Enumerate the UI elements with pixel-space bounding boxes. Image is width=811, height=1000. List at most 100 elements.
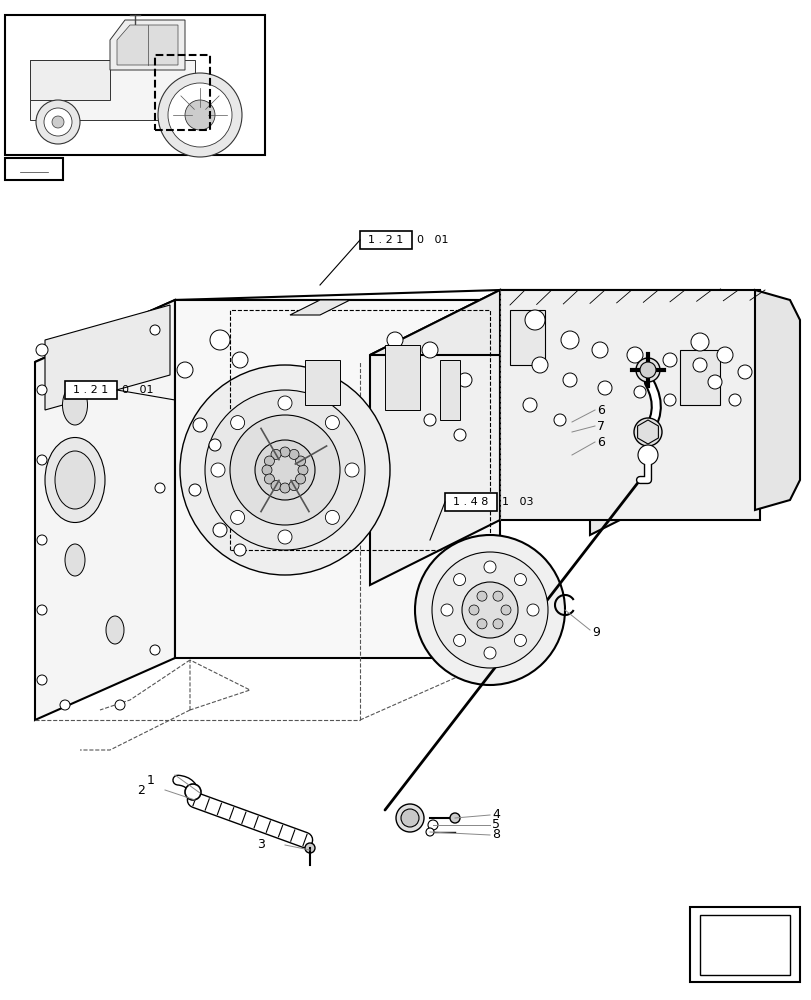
Circle shape [531, 357, 547, 373]
Text: 1 . 2 1: 1 . 2 1 [368, 235, 403, 245]
Circle shape [345, 463, 358, 477]
Circle shape [155, 483, 165, 493]
Polygon shape [754, 290, 799, 510]
Polygon shape [109, 20, 185, 70]
Circle shape [514, 634, 526, 646]
Circle shape [277, 530, 292, 544]
Circle shape [401, 809, 418, 827]
Circle shape [37, 675, 47, 685]
Circle shape [562, 373, 577, 387]
Ellipse shape [106, 616, 124, 644]
Polygon shape [679, 350, 719, 405]
Ellipse shape [65, 544, 85, 576]
Circle shape [591, 342, 607, 358]
Circle shape [37, 605, 47, 615]
Circle shape [158, 73, 242, 157]
Text: 3: 3 [257, 838, 264, 851]
Circle shape [387, 332, 402, 348]
Circle shape [115, 700, 125, 710]
Circle shape [663, 394, 676, 406]
Polygon shape [370, 290, 500, 585]
Circle shape [690, 333, 708, 351]
Polygon shape [30, 60, 195, 120]
Circle shape [639, 362, 655, 378]
Circle shape [483, 561, 496, 573]
Circle shape [526, 604, 539, 616]
Circle shape [453, 429, 466, 441]
Circle shape [492, 591, 502, 601]
Text: 8: 8 [491, 828, 500, 841]
Circle shape [325, 416, 339, 430]
Circle shape [427, 820, 437, 830]
Circle shape [150, 325, 160, 335]
Circle shape [396, 804, 423, 832]
Polygon shape [590, 290, 719, 535]
Circle shape [414, 535, 564, 685]
Circle shape [177, 362, 193, 378]
Circle shape [36, 100, 80, 144]
Bar [65, 381, 117, 399]
Text: 1 . 2 1: 1 . 2 1 [73, 385, 109, 395]
Circle shape [193, 418, 207, 432]
Circle shape [626, 347, 642, 363]
Bar [5, 158, 63, 180]
Ellipse shape [55, 451, 95, 509]
Circle shape [692, 358, 706, 372]
Text: 6: 6 [596, 436, 604, 448]
Circle shape [453, 634, 465, 646]
Circle shape [289, 449, 298, 459]
Circle shape [60, 700, 70, 710]
Circle shape [298, 465, 307, 475]
Circle shape [230, 415, 340, 525]
Polygon shape [509, 310, 544, 365]
Circle shape [440, 604, 453, 616]
Circle shape [37, 385, 47, 395]
Text: 0   01: 0 01 [417, 235, 448, 245]
Circle shape [208, 439, 221, 451]
Polygon shape [35, 300, 500, 362]
Bar [5, 15, 264, 155]
Circle shape [422, 342, 437, 358]
Circle shape [633, 386, 646, 398]
Circle shape [393, 393, 406, 407]
Circle shape [737, 365, 751, 379]
Text: 1   03: 1 03 [501, 497, 533, 507]
Text: 5: 5 [491, 818, 500, 831]
Polygon shape [45, 305, 169, 410]
Text: 0   01: 0 01 [122, 385, 153, 395]
Circle shape [36, 344, 48, 356]
Circle shape [255, 440, 315, 500]
Circle shape [476, 591, 487, 601]
Circle shape [204, 390, 365, 550]
Ellipse shape [62, 385, 88, 425]
Polygon shape [637, 420, 658, 444]
Text: 2: 2 [137, 784, 145, 796]
Polygon shape [500, 290, 759, 520]
Circle shape [728, 394, 740, 406]
Polygon shape [117, 25, 178, 65]
Circle shape [426, 828, 433, 836]
Circle shape [210, 330, 230, 350]
Circle shape [453, 574, 465, 586]
Circle shape [500, 605, 510, 615]
Circle shape [185, 100, 215, 130]
Circle shape [52, 116, 64, 128]
Circle shape [44, 108, 72, 136]
Text: 9: 9 [591, 626, 599, 638]
Circle shape [37, 455, 47, 465]
Circle shape [461, 582, 517, 638]
Circle shape [189, 484, 201, 496]
Polygon shape [290, 300, 350, 315]
Text: 6: 6 [596, 403, 604, 416]
Circle shape [469, 605, 478, 615]
Circle shape [449, 813, 460, 823]
Polygon shape [440, 360, 460, 420]
Circle shape [264, 456, 274, 466]
Circle shape [637, 445, 657, 465]
Circle shape [37, 535, 47, 545]
Circle shape [271, 449, 281, 459]
Circle shape [522, 398, 536, 412]
Polygon shape [175, 300, 500, 658]
Circle shape [514, 574, 526, 586]
Text: 4: 4 [491, 808, 500, 821]
